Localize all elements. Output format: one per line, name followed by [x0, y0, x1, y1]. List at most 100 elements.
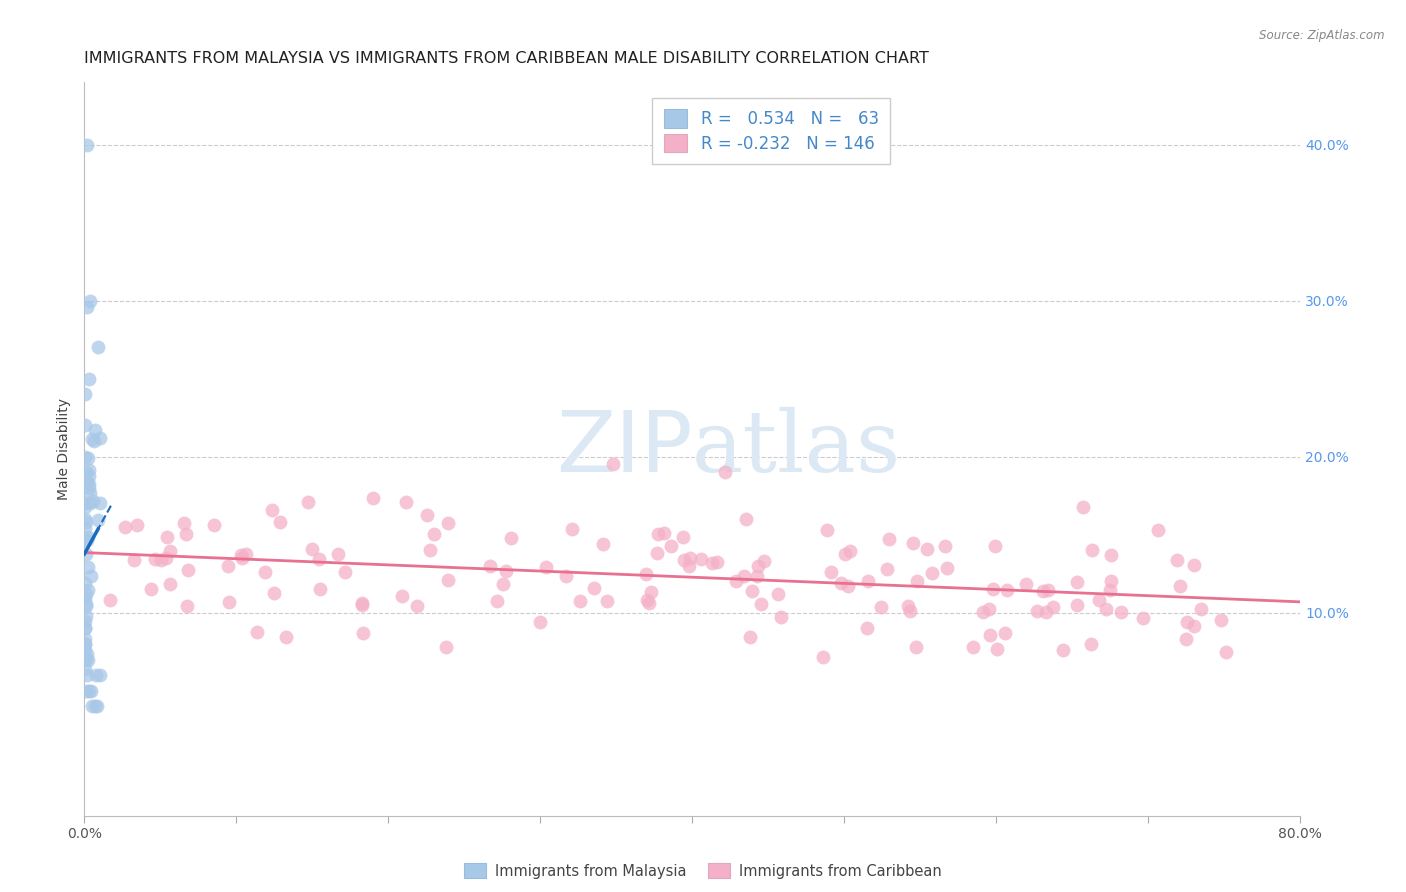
Point	[820, 565, 842, 579]
Point	[73, 652, 96, 666]
Point	[436, 640, 458, 654]
Point	[149, 552, 172, 566]
Point	[1095, 602, 1118, 616]
Point	[741, 583, 763, 598]
Point	[82, 699, 104, 714]
Point	[986, 642, 1008, 657]
Point	[915, 541, 938, 556]
Text: atlas: atlas	[692, 408, 901, 491]
Point	[1166, 553, 1188, 567]
Point	[1080, 637, 1102, 651]
Point	[647, 526, 669, 541]
Point	[173, 516, 195, 530]
Point	[1099, 582, 1122, 597]
Point	[73, 512, 96, 526]
Point	[1032, 584, 1054, 599]
Point	[363, 491, 385, 505]
Point	[235, 547, 257, 561]
Point	[437, 516, 460, 530]
Point	[75, 614, 97, 628]
Point	[979, 602, 1001, 616]
Point	[89, 668, 111, 682]
Point	[124, 552, 146, 566]
Point	[897, 599, 920, 613]
Point	[79, 293, 101, 308]
Point	[749, 597, 772, 611]
Point	[76, 137, 98, 152]
Point	[231, 548, 253, 562]
Point	[76, 530, 98, 544]
Point	[89, 431, 111, 445]
Point	[898, 604, 921, 618]
Point	[75, 418, 97, 433]
Point	[834, 547, 856, 561]
Point	[350, 596, 373, 610]
Point	[972, 605, 994, 619]
Point	[437, 573, 460, 587]
Point	[297, 494, 319, 508]
Point	[1211, 613, 1233, 627]
Point	[638, 596, 661, 610]
Point	[254, 566, 277, 580]
Point	[80, 432, 103, 446]
Point	[1175, 615, 1198, 630]
Point	[75, 500, 97, 514]
Point	[73, 576, 96, 591]
Point	[659, 539, 682, 553]
Point	[76, 475, 98, 489]
Point	[73, 521, 96, 535]
Point	[561, 522, 583, 536]
Point	[981, 582, 1004, 596]
Point	[79, 485, 101, 500]
Point	[671, 530, 693, 544]
Point	[837, 579, 859, 593]
Point	[308, 551, 330, 566]
Point	[994, 625, 1017, 640]
Point	[75, 387, 97, 401]
Point	[979, 628, 1001, 642]
Point	[1052, 643, 1074, 657]
Point	[1174, 632, 1197, 647]
Point	[634, 567, 657, 582]
Point	[869, 599, 891, 614]
Point	[813, 649, 835, 664]
Y-axis label: Male Disability: Male Disability	[58, 398, 72, 500]
Point	[75, 599, 97, 614]
Point	[876, 562, 898, 576]
Point	[830, 575, 852, 590]
Point	[905, 574, 928, 588]
Point	[714, 465, 737, 479]
Point	[752, 554, 775, 568]
Point	[76, 668, 98, 682]
Point	[405, 599, 427, 614]
Point	[1182, 619, 1205, 633]
Point	[176, 599, 198, 613]
Point	[1066, 599, 1088, 613]
Point	[76, 533, 98, 548]
Point	[1099, 548, 1122, 562]
Point	[582, 581, 605, 595]
Point	[1036, 582, 1059, 597]
Point	[77, 463, 100, 477]
Point	[76, 647, 98, 661]
Point	[596, 594, 619, 608]
Point	[495, 564, 517, 578]
Point	[901, 536, 924, 550]
Point	[1071, 500, 1094, 515]
Point	[77, 469, 100, 483]
Point	[98, 593, 121, 607]
Point	[89, 496, 111, 510]
Point	[529, 615, 551, 629]
Point	[75, 621, 97, 635]
Point	[83, 434, 105, 448]
Point	[86, 699, 108, 714]
Point	[416, 508, 439, 522]
Point	[155, 551, 177, 566]
Point	[262, 503, 284, 517]
Point	[274, 630, 297, 644]
Point	[592, 537, 614, 551]
Point	[935, 560, 957, 574]
Point	[77, 481, 100, 495]
Point	[231, 551, 253, 566]
Point	[738, 630, 761, 644]
